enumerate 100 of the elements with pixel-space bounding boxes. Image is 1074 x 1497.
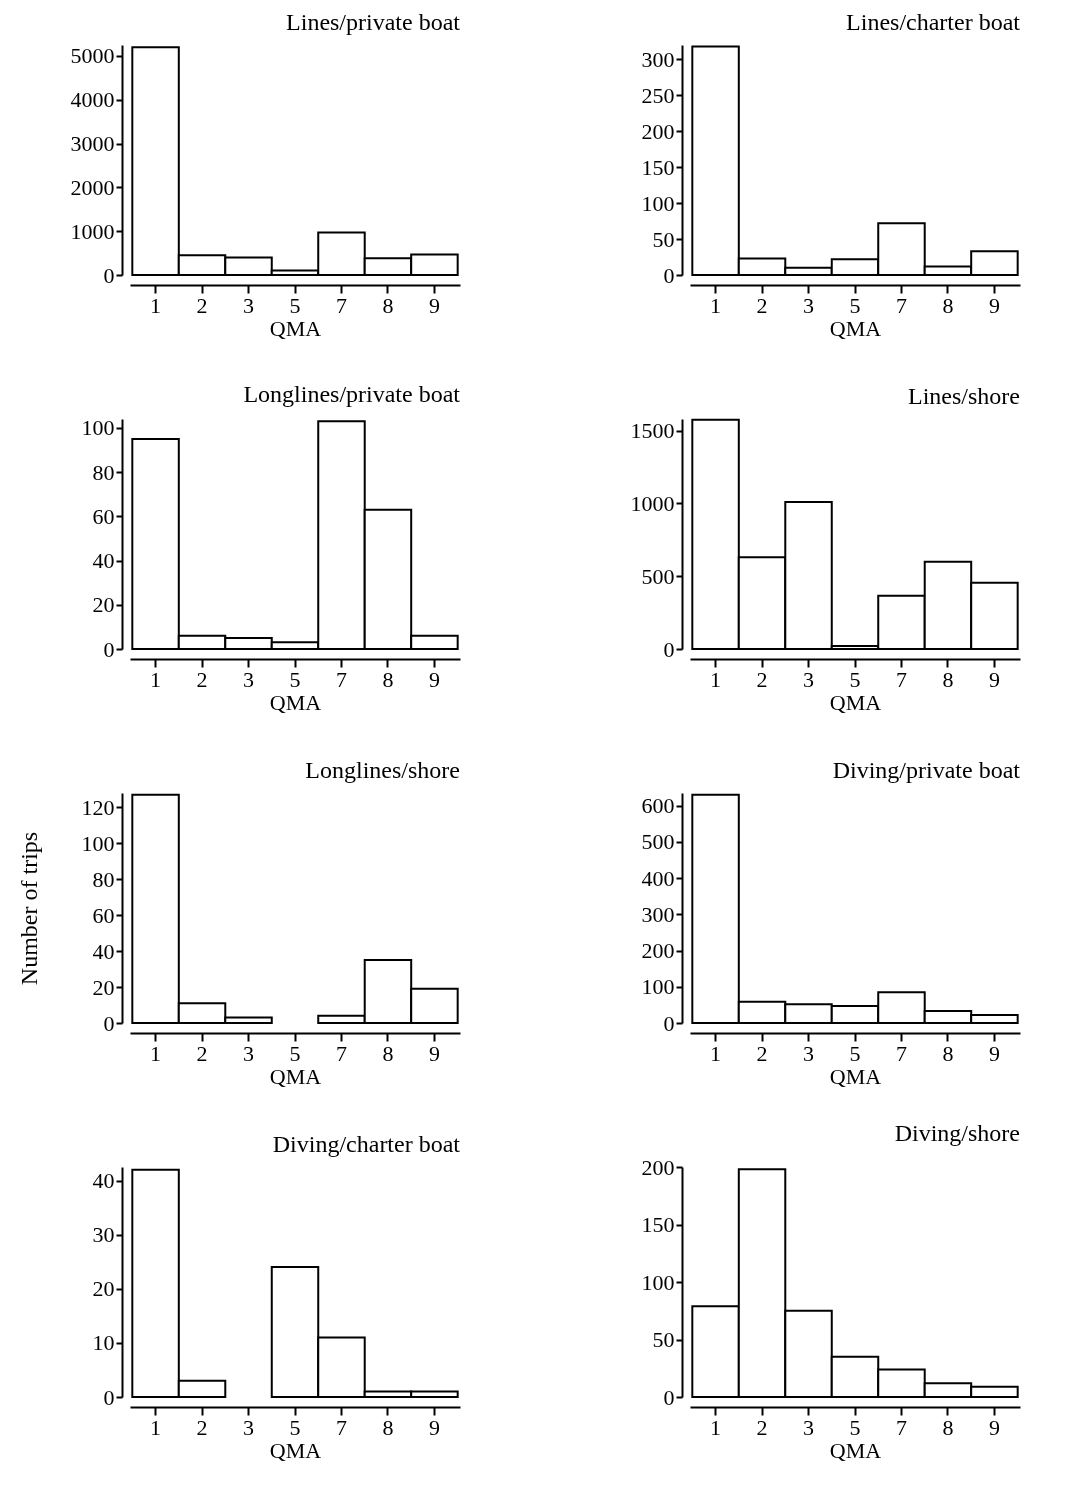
x-tick-label: 7 <box>895 1414 907 1440</box>
y-tick-label: 100 <box>641 1269 675 1295</box>
x-tick-label: 9 <box>988 666 1000 692</box>
x-tick-label: 3 <box>803 666 815 692</box>
y-tick-label: 500 <box>641 829 675 855</box>
y-tick-label: 1500 <box>630 418 675 444</box>
x-tick-label: 7 <box>335 666 347 692</box>
y-tick-label: 40 <box>92 938 115 964</box>
y-tick-label: 200 <box>641 118 675 144</box>
x-tick-label: 1 <box>150 666 162 692</box>
x-tick-label: 3 <box>803 1040 815 1066</box>
y-tick-label: 50 <box>652 1327 675 1352</box>
chart-title: Longlines/private boat <box>243 380 461 407</box>
chart-title: Lines/charter boat <box>846 9 1021 35</box>
x-axis-title: QMA <box>829 689 882 715</box>
x-tick-label: 5 <box>849 292 861 318</box>
y-tick-label: 250 <box>641 82 675 108</box>
y-tick-label: 4000 <box>70 87 115 113</box>
x-tick-label: 2 <box>756 292 768 318</box>
x-tick-label: 7 <box>335 1040 347 1066</box>
x-tick-label: 2 <box>196 292 208 318</box>
x-tick-label: 1 <box>710 1414 722 1440</box>
y-tick-label: 0 <box>103 262 115 288</box>
x-tick-label: 9 <box>428 292 440 318</box>
x-tick-label: 1 <box>150 1414 162 1440</box>
y-tick-label: 80 <box>92 866 115 892</box>
x-axis-title: QMA <box>829 315 882 341</box>
y-tick-label: 100 <box>641 974 675 1000</box>
y-tick-label: 100 <box>641 190 675 216</box>
y-tick-label: 120 <box>81 794 115 820</box>
x-tick-label: 3 <box>243 666 255 692</box>
y-tick-label: 40 <box>92 1168 115 1194</box>
x-tick-label: 7 <box>895 1040 907 1066</box>
y-tick-label: 60 <box>92 503 115 529</box>
x-tick-label: 5 <box>289 1040 301 1066</box>
y-tick-label: 1000 <box>70 218 115 244</box>
x-tick-label: 5 <box>289 1414 301 1440</box>
x-tick-label: 9 <box>428 1040 440 1066</box>
x-axis-title: QMA <box>269 1437 322 1463</box>
y-tick-label: 0 <box>663 262 675 288</box>
x-tick-label: 9 <box>988 1414 1000 1440</box>
y-tick-label: 300 <box>641 901 675 927</box>
x-axis-title: QMA <box>829 1437 882 1463</box>
x-tick-label: 9 <box>428 1414 440 1440</box>
chart-title: Diving/private boat <box>832 757 1021 783</box>
y-tick-label: 200 <box>641 938 675 964</box>
y-tick-label: 60 <box>92 902 115 928</box>
x-tick-label: 8 <box>942 1414 954 1440</box>
y-tick-label: 20 <box>92 592 115 618</box>
y-tick-label: 40 <box>92 548 115 574</box>
x-tick-label: 7 <box>335 292 347 318</box>
x-tick-label: 8 <box>382 292 394 318</box>
y-tick-label: 200 <box>641 1154 675 1180</box>
x-tick-label: 5 <box>849 666 861 692</box>
x-tick-label: 1 <box>710 666 722 692</box>
y-tick-label: 0 <box>103 636 115 662</box>
x-tick-label: 8 <box>382 1414 394 1440</box>
x-tick-label: 9 <box>988 292 1000 318</box>
y-tick-label: 150 <box>641 1212 675 1237</box>
y-tick-label: 0 <box>663 636 675 662</box>
y-tick-label: 10 <box>92 1330 115 1356</box>
y-tick-label: 0 <box>663 1010 675 1036</box>
x-tick-label: 9 <box>428 666 440 692</box>
x-tick-label: 1 <box>710 1040 722 1066</box>
y-tick-label: 400 <box>641 865 675 891</box>
y-tick-label: 100 <box>81 415 115 441</box>
chart-title: Diving/charter boat <box>272 1131 461 1157</box>
y-tick-label: 150 <box>641 154 675 180</box>
y-tick-label: 20 <box>92 974 115 1000</box>
y-tick-label: 30 <box>92 1222 115 1248</box>
y-tick-label: 500 <box>641 563 675 589</box>
x-tick-label: 3 <box>243 292 255 318</box>
chart-title: Longlines/shore <box>305 757 460 783</box>
chart-title: Diving/shore <box>894 1120 1020 1146</box>
x-tick-label: 3 <box>803 1414 815 1440</box>
y-tick-label: 1000 <box>630 490 675 516</box>
x-tick-label: 8 <box>942 1040 954 1066</box>
x-tick-label: 7 <box>895 292 907 318</box>
y-tick-label: 100 <box>81 830 115 856</box>
x-tick-label: 3 <box>243 1414 255 1440</box>
x-tick-label: 1 <box>710 292 722 318</box>
y-tick-label: 20 <box>92 1276 115 1302</box>
x-tick-label: 2 <box>756 666 768 692</box>
chart-title: Lines/shore <box>908 382 1020 409</box>
x-tick-label: 8 <box>942 666 954 692</box>
x-tick-label: 8 <box>942 292 954 318</box>
x-tick-label: 2 <box>756 1040 768 1066</box>
y-tick-label: 300 <box>641 46 675 72</box>
y-tick-label: 80 <box>92 459 115 485</box>
x-tick-label: 5 <box>289 666 301 692</box>
x-axis-title: QMA <box>269 689 322 715</box>
x-tick-label: 2 <box>196 1040 208 1066</box>
y-tick-label: 0 <box>103 1384 115 1410</box>
x-tick-label: 7 <box>895 666 907 692</box>
y-tick-label: 600 <box>641 793 675 819</box>
x-tick-label: 9 <box>988 1040 1000 1066</box>
y-tick-label: 0 <box>663 1384 675 1410</box>
y-axis-title: Number of trips <box>15 831 42 986</box>
chart-title: Lines/private boat <box>286 8 461 35</box>
y-tick-label: 5000 <box>70 43 115 69</box>
